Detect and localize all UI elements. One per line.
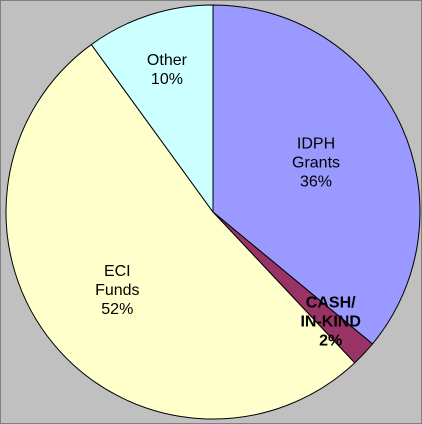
category-line: Funds [95, 282, 139, 299]
category-line: IN-KIND [300, 314, 360, 331]
slice-label: CASH/IN-KIND 2% [300, 295, 360, 350]
pie-slice [90, 4, 214, 214]
category-line: IDPH [297, 136, 335, 153]
category-line: CASH/ [306, 295, 356, 312]
value-label: 52% [101, 301, 133, 318]
category-label: CASH/IN-KIND [300, 295, 360, 331]
value-label: 36% [300, 174, 332, 191]
category-label: IDPH Grants [292, 136, 340, 172]
category-line: ECI [104, 263, 131, 280]
slice-label: Other 10% [147, 52, 188, 88]
value-label: 2% [319, 333, 342, 350]
category-line: Grants [292, 155, 340, 172]
value-label: 10% [151, 71, 183, 88]
category-line: Other [147, 52, 188, 69]
slice-label: ECI Funds 52% [95, 263, 139, 318]
pie-slice [5, 43, 356, 420]
slice-label: IDPH Grants 36% [292, 136, 340, 191]
pie-slice [212, 4, 421, 345]
category-label: ECI Funds [95, 263, 139, 299]
category-label: Other [147, 52, 188, 69]
